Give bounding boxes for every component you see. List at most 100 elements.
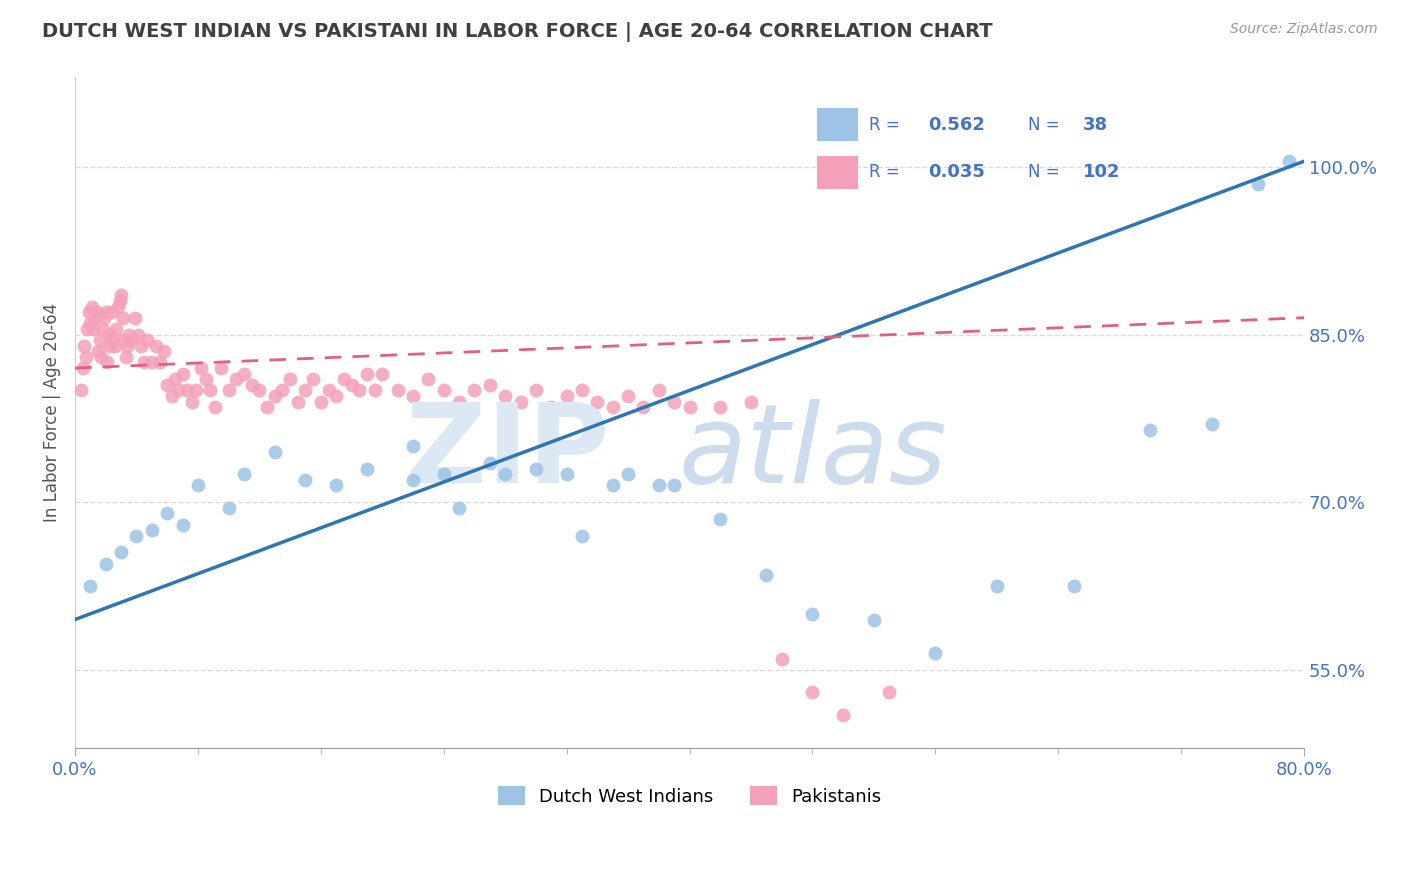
Point [176, 384, 198, 398]
Point [73, 339, 96, 353]
Point [172, 517, 194, 532]
Point [617, 467, 640, 482]
Point [740, 394, 762, 409]
Point [325, 389, 347, 403]
Point [87, 344, 110, 359]
Point [101, 305, 124, 319]
Point [187, 478, 209, 492]
Point [309, 394, 332, 409]
Point [98, 339, 121, 353]
Point [333, 372, 356, 386]
Point [1201, 417, 1223, 431]
Point [186, 384, 208, 398]
Point [302, 372, 325, 386]
Point [1247, 177, 1270, 191]
Point [1139, 423, 1161, 437]
Point [509, 394, 531, 409]
Point [433, 384, 456, 398]
Point [478, 377, 501, 392]
Point [524, 384, 547, 398]
Point [107, 300, 129, 314]
Point [524, 461, 547, 475]
Point [96, 355, 118, 369]
Point [190, 361, 212, 376]
Point [648, 478, 671, 492]
Point [225, 372, 247, 386]
Point [93, 310, 115, 325]
Point [79, 579, 101, 593]
Point [263, 445, 285, 459]
Point [141, 523, 163, 537]
Point [617, 389, 640, 403]
Text: ZIP: ZIP [406, 400, 610, 507]
Point [347, 384, 370, 398]
Point [263, 389, 285, 403]
Point [664, 478, 686, 492]
Point [294, 473, 316, 487]
Y-axis label: In Labor Force | Age 20-64: In Labor Force | Age 20-64 [44, 303, 60, 523]
Point [77, 305, 100, 319]
Point [709, 512, 731, 526]
Point [418, 372, 440, 386]
Point [141, 355, 163, 369]
Point [325, 478, 347, 492]
Point [233, 467, 256, 482]
Point [117, 339, 139, 353]
Point [103, 333, 125, 347]
Point [82, 322, 104, 336]
Point [233, 367, 256, 381]
Point [200, 384, 222, 398]
Point [75, 350, 97, 364]
Point [449, 500, 471, 515]
Point [112, 333, 135, 347]
Point [247, 384, 270, 398]
Point [287, 394, 309, 409]
Point [318, 384, 340, 398]
Point [204, 400, 226, 414]
Point [110, 288, 132, 302]
Point [108, 293, 131, 308]
Point [402, 389, 425, 403]
Point [402, 473, 425, 487]
Point [555, 467, 578, 482]
Point [134, 355, 156, 369]
Point [801, 685, 824, 699]
Point [118, 327, 141, 342]
Point [924, 646, 946, 660]
Point [163, 372, 186, 386]
Point [256, 400, 278, 414]
Point [340, 377, 363, 392]
Point [80, 300, 103, 314]
Point [136, 333, 159, 347]
Point [209, 361, 232, 376]
Point [602, 400, 624, 414]
Point [278, 372, 301, 386]
Point [127, 327, 149, 342]
Point [79, 316, 101, 330]
Point [90, 350, 112, 364]
Point [494, 467, 516, 482]
Point [678, 400, 700, 414]
Point [463, 384, 485, 398]
Point [125, 529, 148, 543]
Point [180, 394, 202, 409]
Point [402, 439, 425, 453]
Point [648, 384, 671, 398]
Point [105, 322, 128, 336]
Point [218, 500, 240, 515]
Point [1278, 154, 1301, 169]
Point [571, 384, 593, 398]
Point [271, 384, 294, 398]
Point [160, 389, 183, 403]
Point [110, 545, 132, 559]
Point [371, 367, 394, 381]
Point [356, 461, 378, 475]
Point [387, 384, 409, 398]
Point [172, 367, 194, 381]
Point [1063, 579, 1085, 593]
Point [72, 361, 94, 376]
Point [148, 355, 170, 369]
Point [89, 333, 111, 347]
Point [664, 394, 686, 409]
Text: atlas: atlas [678, 400, 946, 507]
